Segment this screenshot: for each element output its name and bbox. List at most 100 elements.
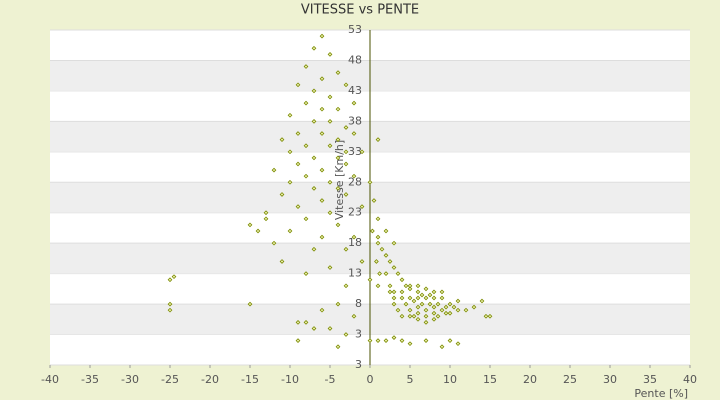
point (439, 307, 445, 313)
point (335, 106, 341, 112)
point (423, 313, 429, 319)
y-tick-label: 8 (355, 297, 362, 310)
point (375, 240, 381, 246)
x-tick-label: -40 (41, 373, 59, 386)
point (479, 298, 485, 304)
point (327, 265, 333, 270)
point (343, 149, 349, 155)
point (367, 179, 373, 185)
point (303, 64, 309, 69)
point (351, 100, 357, 106)
y-tick-label: 33 (348, 145, 362, 158)
point (335, 222, 341, 228)
point (311, 88, 317, 94)
point (303, 100, 309, 106)
x-tick-label: -15 (241, 373, 259, 386)
point (287, 179, 293, 185)
point (311, 155, 317, 161)
point (427, 301, 433, 307)
point (431, 316, 437, 322)
point (447, 338, 453, 344)
point (351, 173, 357, 179)
point (391, 240, 397, 246)
point (423, 319, 429, 325)
point (399, 338, 405, 344)
point (455, 298, 461, 304)
point (343, 161, 349, 167)
point (423, 286, 429, 292)
point (311, 45, 317, 51)
point (443, 310, 449, 316)
point (471, 304, 477, 310)
point (319, 198, 325, 203)
point (295, 319, 301, 325)
point (343, 125, 349, 130)
point (415, 295, 421, 301)
point (439, 344, 445, 350)
point (483, 313, 489, 319)
point (263, 216, 269, 222)
point (359, 149, 365, 155)
point (391, 301, 397, 307)
point (287, 149, 293, 155)
point (319, 76, 325, 82)
point (407, 283, 413, 289)
point (343, 332, 349, 337)
chart-title: VITESSE vs PENTE (301, 3, 419, 18)
point (311, 246, 317, 252)
x-axis-title: Pente [%] (634, 387, 688, 400)
point (399, 295, 405, 301)
point (415, 289, 421, 295)
point (383, 271, 389, 277)
point (391, 289, 397, 295)
point (387, 289, 393, 295)
point (279, 137, 285, 143)
x-tick-label: 0 (367, 373, 374, 386)
point (335, 301, 341, 307)
x-tick-label: -10 (281, 373, 299, 386)
point (415, 310, 421, 316)
point (387, 283, 393, 289)
point (303, 216, 309, 222)
point (303, 143, 309, 149)
point (343, 246, 349, 252)
point (343, 283, 349, 289)
point (327, 326, 333, 331)
point (295, 131, 301, 136)
point (399, 313, 405, 319)
point (327, 118, 333, 124)
point (287, 112, 293, 118)
point (343, 82, 349, 88)
point (443, 304, 449, 310)
point (415, 316, 421, 322)
point (439, 289, 445, 295)
point (351, 313, 357, 319)
point (371, 198, 377, 203)
point (399, 289, 405, 295)
point (367, 277, 373, 283)
point (167, 277, 173, 283)
point (351, 131, 357, 136)
y-tick-label: 48 (348, 53, 362, 66)
point (407, 313, 413, 319)
y-tick-label: 53 (348, 23, 362, 36)
point (375, 338, 381, 344)
point (455, 307, 461, 313)
point (279, 192, 285, 197)
point (335, 344, 341, 350)
point (367, 338, 373, 344)
y-tick-label: 43 (348, 84, 362, 97)
point (455, 341, 461, 347)
point (171, 274, 177, 280)
point (295, 204, 301, 210)
point (427, 292, 433, 298)
point (395, 271, 401, 277)
point (327, 210, 333, 216)
point (303, 271, 309, 277)
point (374, 259, 379, 264)
point (311, 326, 317, 331)
point (287, 228, 293, 234)
point (359, 259, 365, 264)
point (319, 106, 325, 112)
point (303, 173, 309, 179)
